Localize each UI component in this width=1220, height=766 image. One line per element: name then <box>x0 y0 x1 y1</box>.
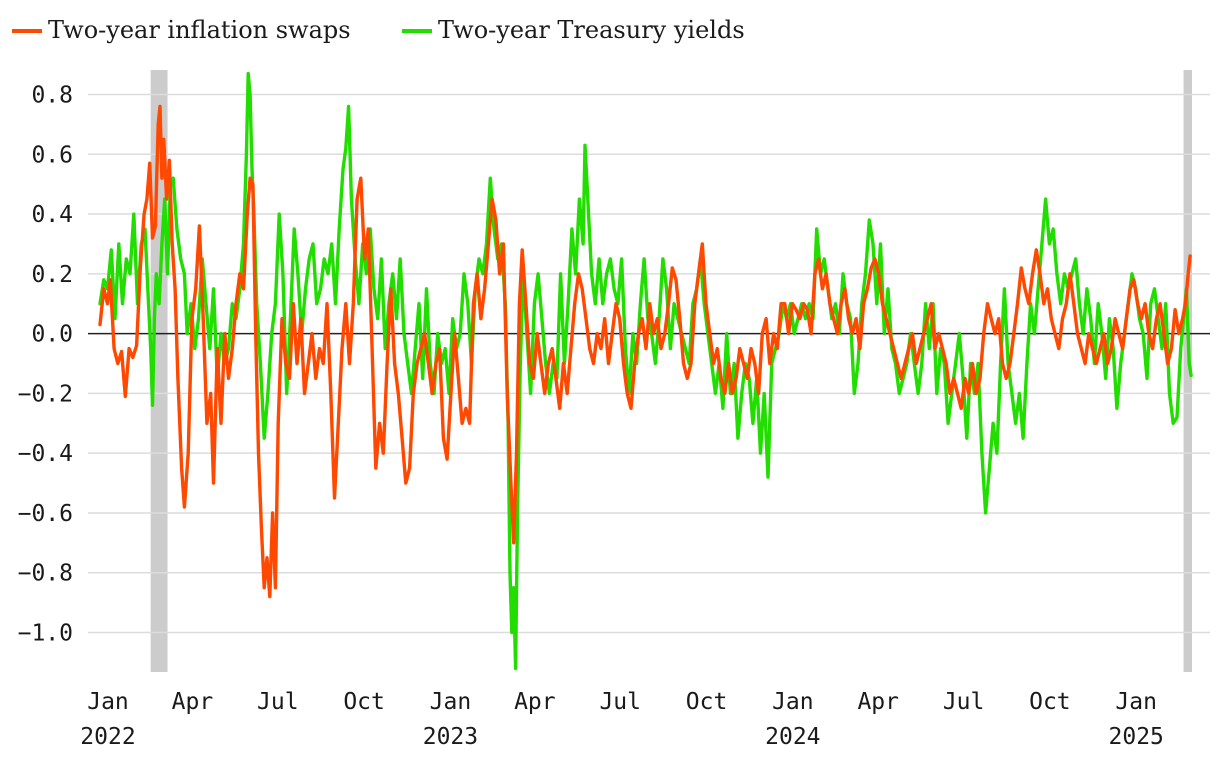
x-tick-label: Apr <box>857 689 899 715</box>
y-tick-label: −0.6 <box>18 501 73 527</box>
y-tick-label: −0.8 <box>18 561 73 587</box>
y-tick-label: 0.0 <box>31 322 73 348</box>
legend-label-treasury-yields: Two-year Treasury yields <box>438 16 745 44</box>
x-tick-label: Jul <box>943 689 985 715</box>
x-tick-label: Jan <box>772 689 814 715</box>
series-line-inflation-swaps <box>98 104 1192 599</box>
x-tick-label: Jul <box>257 689 299 715</box>
y-tick-label: −0.2 <box>18 381 73 407</box>
y-tick-label: 0.8 <box>31 83 73 109</box>
series-lines <box>98 71 1193 671</box>
x-tick-label: Oct <box>686 689 728 715</box>
x-tick-year-label: 2022 <box>80 724 135 750</box>
x-tick-year-label: 2023 <box>423 724 478 750</box>
x-tick-year-label: 2025 <box>1109 724 1164 750</box>
x-tick-label: Apr <box>172 689 214 715</box>
x-tick-label: Oct <box>1029 689 1071 715</box>
x-tick-year-label: 2024 <box>765 724 820 750</box>
y-tick-label: −1.0 <box>18 621 73 647</box>
x-tick-label: Oct <box>343 689 385 715</box>
x-tick-label: Jan <box>87 689 129 715</box>
y-tick-label: 0.6 <box>31 142 73 168</box>
series-line-treasury-yields <box>98 71 1193 671</box>
x-tick-label: Jul <box>599 689 641 715</box>
x-axis: Jan 2022 Apr Jul Oct Jan 2023 Apr Jul Oct Jan 2024 A… <box>80 689 1164 750</box>
x-tick-label: Jan <box>430 689 472 715</box>
y-tick-label: −0.4 <box>18 441 73 467</box>
y-tick-label: 0.4 <box>31 202 73 228</box>
x-tick-label: Jan <box>1115 689 1157 715</box>
y-axis: 0.8 0.6 0.4 0.2 0.0 −0.2 −0.4 −0.6 −0.8 −1.0 <box>18 83 73 647</box>
legend-label-inflation-swaps: Two-year inflation swaps <box>48 16 351 44</box>
x-tick-label: Apr <box>514 689 556 715</box>
legend: Two-year inflation swaps Two-year Treasu… <box>12 16 745 44</box>
shaded-period-1 <box>1183 70 1192 672</box>
y-tick-label: 0.2 <box>31 262 73 288</box>
